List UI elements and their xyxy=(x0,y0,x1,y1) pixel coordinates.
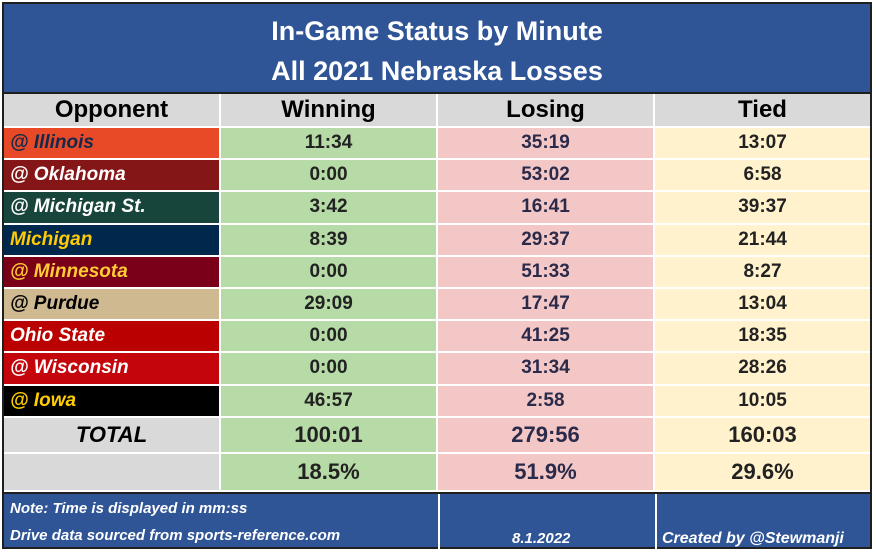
tied-cell: 28:26 xyxy=(655,353,870,386)
table-row: @ Wisconsin 0:00 31:34 28:26 xyxy=(4,353,870,386)
winning-cell: 0:00 xyxy=(221,160,438,193)
table-row: @ Michigan St. 3:42 16:41 39:37 xyxy=(4,192,870,225)
header-winning: Winning xyxy=(221,94,438,128)
winning-cell: 0:00 xyxy=(221,256,438,289)
header-losing: Losing xyxy=(438,94,655,128)
winning-cell: 0:00 xyxy=(221,321,438,354)
percent-winning: 18.5% xyxy=(221,454,438,492)
winning-cell: 8:39 xyxy=(221,224,438,257)
losing-cell: 29:37 xyxy=(438,224,655,257)
winning-cell: 29:09 xyxy=(221,289,438,322)
winning-cell: 46:57 xyxy=(221,385,438,418)
footer: Note: Time is displayed in mm:ss Drive d… xyxy=(4,492,870,549)
tied-cell: 10:05 xyxy=(655,385,870,418)
percent-losing: 51.9% xyxy=(438,454,655,492)
tied-cell: 21:44 xyxy=(655,224,870,257)
table-row: @ Purdue 29:09 17:47 13:04 xyxy=(4,289,870,322)
table-row: @ Oklahoma 0:00 53:02 6:58 xyxy=(4,160,870,193)
header-row: Opponent Winning Losing Tied xyxy=(4,94,870,128)
opponent-cell: Michigan xyxy=(4,224,221,257)
table-row: @ Iowa 46:57 2:58 10:05 xyxy=(4,385,870,418)
losing-cell: 2:58 xyxy=(438,385,655,418)
table-row: @ Illinois 11:34 35:19 13:07 xyxy=(4,128,870,161)
losing-cell: 51:33 xyxy=(438,256,655,289)
opponent-cell: @ Michigan St. xyxy=(4,192,221,225)
percent-label-empty xyxy=(4,454,221,492)
header-tied: Tied xyxy=(655,94,870,128)
opponent-cell: @ Iowa xyxy=(4,385,221,418)
footer-date: 8.1.2022 xyxy=(512,530,571,547)
footer-note: Note: Time is displayed in mm:ss xyxy=(10,500,248,517)
total-row: TOTAL 100:01 279:56 160:03 xyxy=(4,418,870,454)
header-opponent: Opponent xyxy=(4,94,221,128)
tied-cell: 13:07 xyxy=(655,128,870,161)
total-losing: 279:56 xyxy=(438,418,655,454)
losing-cell: 53:02 xyxy=(438,160,655,193)
footer-credit: Created by @Stewmanji xyxy=(662,530,844,547)
tied-cell: 13:04 xyxy=(655,289,870,322)
tied-cell: 6:58 xyxy=(655,160,870,193)
opponent-cell: @ Illinois xyxy=(4,128,221,161)
losing-cell: 31:34 xyxy=(438,353,655,386)
footer-divider xyxy=(438,494,440,549)
losing-cell: 17:47 xyxy=(438,289,655,322)
footer-source: Drive data sourced from sports-reference… xyxy=(10,527,341,544)
table-row: Ohio State 0:00 41:25 18:35 xyxy=(4,321,870,354)
table-row: Michigan 8:39 29:37 21:44 xyxy=(4,224,870,257)
winning-cell: 0:00 xyxy=(221,353,438,386)
opponent-cell: @ Minnesota xyxy=(4,256,221,289)
title-banner: In-Game Status by Minute All 2021 Nebras… xyxy=(4,4,870,94)
losing-cell: 16:41 xyxy=(438,192,655,225)
winning-cell: 11:34 xyxy=(221,128,438,161)
winning-cell: 3:42 xyxy=(221,192,438,225)
title-line-2: All 2021 Nebraska Losses xyxy=(271,56,603,86)
table-row: @ Minnesota 0:00 51:33 8:27 xyxy=(4,256,870,289)
tied-cell: 39:37 xyxy=(655,192,870,225)
percent-row: 18.5% 51.9% 29.6% xyxy=(4,454,870,492)
percent-tied: 29.6% xyxy=(655,454,870,492)
opponent-cell: Ohio State xyxy=(4,321,221,354)
opponent-cell: @ Wisconsin xyxy=(4,353,221,386)
opponent-cell: @ Oklahoma xyxy=(4,160,221,193)
losing-cell: 41:25 xyxy=(438,321,655,354)
title-line-1: In-Game Status by Minute xyxy=(271,16,603,46)
footer-divider xyxy=(655,494,657,549)
total-tied: 160:03 xyxy=(655,418,870,454)
losing-cell: 35:19 xyxy=(438,128,655,161)
tied-cell: 8:27 xyxy=(655,256,870,289)
opponent-cell: @ Purdue xyxy=(4,289,221,322)
total-winning: 100:01 xyxy=(221,418,438,454)
total-label: TOTAL xyxy=(4,418,221,454)
tied-cell: 18:35 xyxy=(655,321,870,354)
